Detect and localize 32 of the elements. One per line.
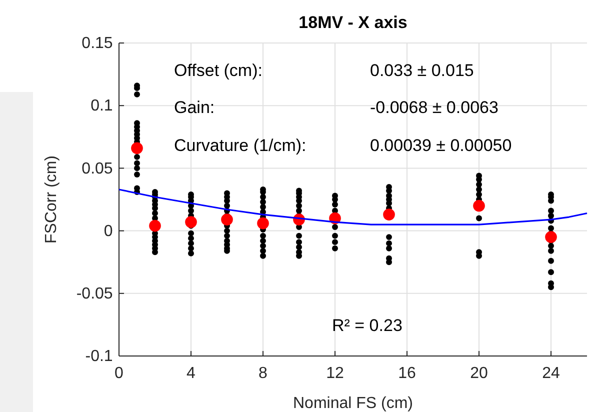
y-tick-label: 0.1 — [90, 98, 113, 115]
annotation: -0.0068 ± 0.0063 — [370, 98, 498, 117]
x-axis-title: Nominal FS (cm) — [292, 395, 414, 412]
y-axis-title: FSCorr (cm) — [43, 156, 60, 244]
y-tick-label: -0.1 — [85, 348, 113, 366]
point — [185, 216, 197, 228]
y-tick-label: 0.05 — [82, 160, 113, 178]
annotation: Curvature (1/cm): — [174, 136, 306, 155]
x-tick-label: 12 — [326, 365, 344, 382]
y-tick-label: 0 — [104, 222, 113, 240]
x-tick-label: 20 — [470, 365, 488, 382]
point — [131, 142, 143, 154]
point — [545, 231, 557, 243]
x-tick-label: 4 — [186, 365, 196, 382]
point — [257, 217, 269, 230]
annotation: R² = 0.23 — [332, 316, 402, 335]
point — [383, 208, 395, 220]
x-tick-label: 16 — [398, 365, 416, 382]
x-tick-label: 0 — [114, 365, 124, 382]
annotation: 0.00039 ± 0.00050 — [370, 136, 512, 155]
chart-title: 18MV - X axis — [298, 13, 408, 32]
point — [473, 200, 485, 212]
annotation: 0.033 ± 0.015 — [370, 61, 474, 80]
x-tick-label: 24 — [542, 365, 560, 382]
point — [149, 220, 161, 232]
x-tick-label: 8 — [258, 365, 268, 382]
y-tick-label: -0.05 — [76, 286, 113, 303]
y-tick-label: 0.15 — [82, 35, 113, 52]
annotation: Offset (cm): — [174, 61, 262, 80]
line-series — [118, 188, 588, 226]
annotation: Gain: — [174, 98, 215, 117]
point — [221, 214, 233, 226]
